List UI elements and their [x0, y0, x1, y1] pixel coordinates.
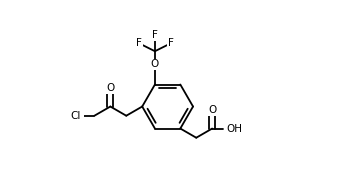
Text: OH: OH — [226, 124, 242, 134]
Text: Cl: Cl — [70, 111, 80, 121]
Text: O: O — [151, 59, 159, 69]
Text: F: F — [136, 38, 142, 48]
Text: O: O — [106, 83, 115, 93]
Text: F: F — [168, 38, 174, 48]
Text: F: F — [152, 30, 158, 40]
Text: O: O — [208, 105, 216, 115]
